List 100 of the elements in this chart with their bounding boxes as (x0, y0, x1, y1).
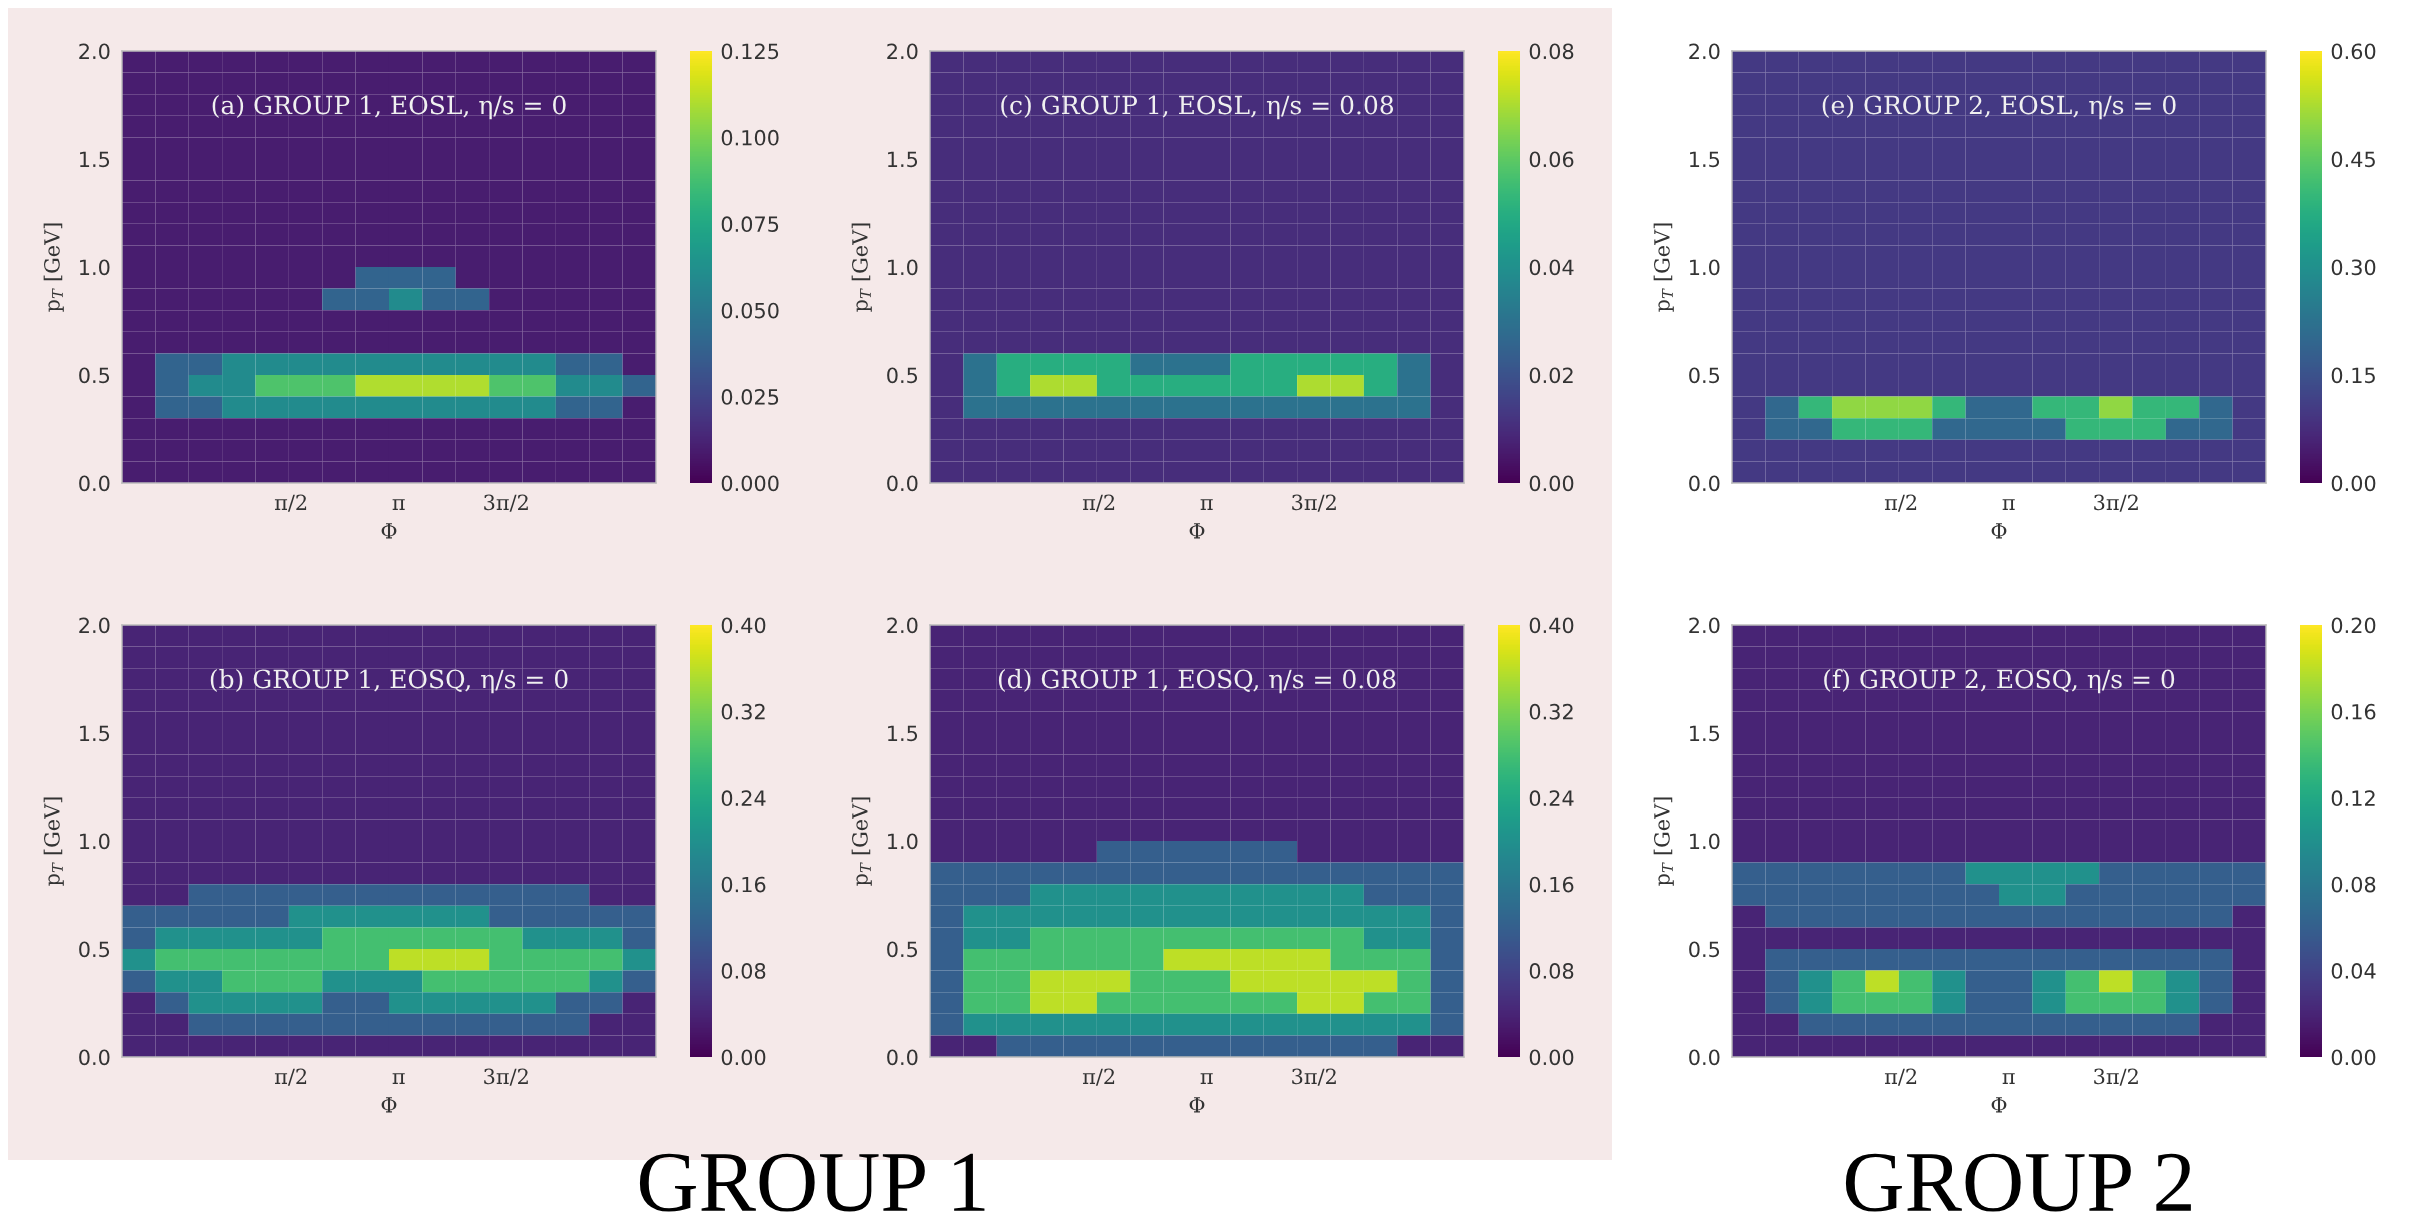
color-bar-label: 0.00 (1529, 1049, 1574, 1066)
color-bar-label: 0.02 (1529, 367, 1573, 384)
color-bar-label: 0.32 (1529, 703, 1573, 720)
color-bar-label: 0.00 (2331, 1049, 2376, 1066)
color-bar-label: 0.30 (2331, 259, 2376, 276)
text: (c) GROUP 1, EOSL, η/s = 0.08 (1001, 95, 1394, 120)
y-tick-label: 0.0 (1689, 1049, 1720, 1066)
color-bar-label: 0.20 (2331, 617, 2376, 634)
y-tick-label: 2.0 (887, 617, 918, 634)
text: GROUP 2 (1845, 1153, 2191, 1212)
y-tick-label: 1.0 (888, 833, 918, 850)
y-tick-label: 0.5 (1689, 941, 1720, 958)
y-tick-label: 0.0 (79, 1049, 110, 1066)
x-tick-label: π/2 (1082, 494, 1115, 512)
color-bar-label: 0.15 (2331, 367, 2375, 384)
color-bar-label: 0.04 (1529, 259, 1574, 276)
y-axis-title: p$_{T}$ [GeV] (851, 223, 872, 312)
y-tick-label: 1.0 (80, 259, 110, 276)
x-axis-title: Φ (1991, 523, 2007, 539)
x-tick-label: 3π/2 (2094, 1068, 2138, 1086)
y-tick-label: 1.0 (1690, 259, 1720, 276)
y-tick-label: 1.5 (888, 151, 918, 168)
color-bar-label: 0.00 (1529, 475, 1574, 492)
y-tick-label: 2.0 (1689, 43, 1720, 60)
color-bar-label: 0.025 (721, 389, 779, 405)
color-bar-label: 0.00 (721, 1049, 766, 1066)
color-bar-label: 0.04 (2331, 963, 2376, 979)
y-tick-label: 0.5 (1689, 367, 1720, 384)
x-tick-label: π/2 (1884, 1068, 1917, 1086)
y-tick-label: 1.5 (80, 725, 110, 742)
y-tick-label: 0.5 (887, 367, 918, 384)
x-axis-title: Φ (1991, 1097, 2007, 1113)
color-bar-label: 0.050 (721, 302, 779, 319)
color-bar-label: 0.24 (1529, 790, 1574, 807)
color-bar-label: 0.08 (1529, 43, 1574, 60)
text: (a) GROUP 1, EOSL, η/s = 0 (212, 95, 566, 120)
x-axis-title: Φ (381, 1097, 397, 1113)
x-tick-label: π (1200, 1073, 1213, 1084)
color-bar-label: 0.075 (721, 216, 779, 233)
x-tick-label: π/2 (274, 1068, 307, 1086)
x-tick-label: π/2 (1082, 1068, 1115, 1086)
x-tick-label: π (1200, 499, 1213, 510)
color-bar-label: 0.32 (721, 703, 765, 720)
x-tick-label: π/2 (1884, 494, 1917, 512)
text: (f) GROUP 2, EOSQ, η/s = 0 (1824, 669, 2175, 694)
y-tick-label: 2.0 (1689, 617, 1720, 634)
color-bar-label: 0.45 (2331, 151, 2375, 168)
color-bar-label: 0.08 (721, 963, 766, 979)
color-bar-label: 0.12 (2331, 790, 2375, 807)
y-tick-label: 0.0 (887, 475, 918, 492)
x-tick-label: 3π/2 (1292, 1068, 1336, 1086)
x-tick-label: π (392, 1073, 405, 1084)
y-tick-label: 1.5 (80, 151, 110, 168)
y-axis-title: p$_{T}$ [GeV] (1653, 223, 1674, 312)
x-tick-label: 3π/2 (2094, 494, 2138, 512)
y-tick-label: 1.5 (888, 725, 918, 742)
color-bar-label: 0.00 (2331, 475, 2376, 492)
x-tick-label: 3π/2 (484, 1068, 528, 1086)
x-axis-title: Φ (381, 523, 397, 539)
y-tick-label: 1.0 (80, 833, 110, 850)
x-tick-label: π (2002, 499, 2015, 510)
x-tick-label: π (392, 499, 405, 510)
color-bar-label: 0.40 (721, 617, 766, 634)
color-bar-label: 0.000 (721, 475, 779, 492)
y-tick-label: 1.5 (1690, 725, 1720, 742)
text: (e) GROUP 2, EOSL, η/s = 0 (1822, 95, 2176, 120)
color-bar-label: 0.06 (1529, 151, 1574, 168)
y-tick-label: 1.0 (1690, 833, 1720, 850)
y-tick-label: 0.5 (79, 367, 110, 384)
y-tick-label: 2.0 (79, 617, 110, 634)
x-axis-title: Φ (1189, 1097, 1205, 1113)
color-bar-label: 0.08 (2331, 876, 2376, 893)
y-tick-label: 1.5 (1690, 151, 1720, 168)
y-axis-title: p$_{T}$ [GeV] (43, 223, 64, 312)
y-tick-label: 2.0 (79, 43, 110, 60)
color-bar-label: 0.16 (2331, 703, 2376, 720)
y-tick-label: 0.5 (887, 941, 918, 958)
y-tick-label: 0.0 (1689, 475, 1720, 492)
text: (d) GROUP 1, EOSQ, η/s = 0.08 (998, 669, 1396, 694)
color-bar-label: 0.16 (1529, 876, 1574, 893)
y-tick-label: 0.0 (79, 475, 110, 492)
y-tick-label: 0.5 (79, 941, 110, 958)
x-tick-label: 3π/2 (1292, 494, 1336, 512)
y-axis-title: p$_{T}$ [GeV] (1653, 797, 1674, 886)
text: GROUP 1 (639, 1153, 985, 1212)
color-bar-label: 0.08 (1529, 963, 1574, 979)
x-tick-label: 3π/2 (484, 494, 528, 512)
y-axis-title: p$_{T}$ [GeV] (851, 797, 872, 886)
color-bar-label: 0.24 (721, 790, 766, 807)
y-axis-title: p$_{T}$ [GeV] (43, 797, 64, 886)
x-tick-label: π/2 (274, 494, 307, 512)
color-bar-label: 0.40 (1529, 617, 1574, 634)
text: (b) GROUP 1, EOSQ, η/s = 0 (210, 669, 568, 694)
color-bar-label: 0.60 (2331, 43, 2376, 60)
y-tick-label: 1.0 (888, 259, 918, 276)
x-axis-title: Φ (1189, 523, 1205, 539)
color-bar-label: 0.100 (721, 129, 779, 146)
color-bar-label: 0.125 (721, 43, 779, 60)
y-tick-label: 2.0 (887, 43, 918, 60)
color-bar-label: 0.16 (721, 876, 766, 893)
